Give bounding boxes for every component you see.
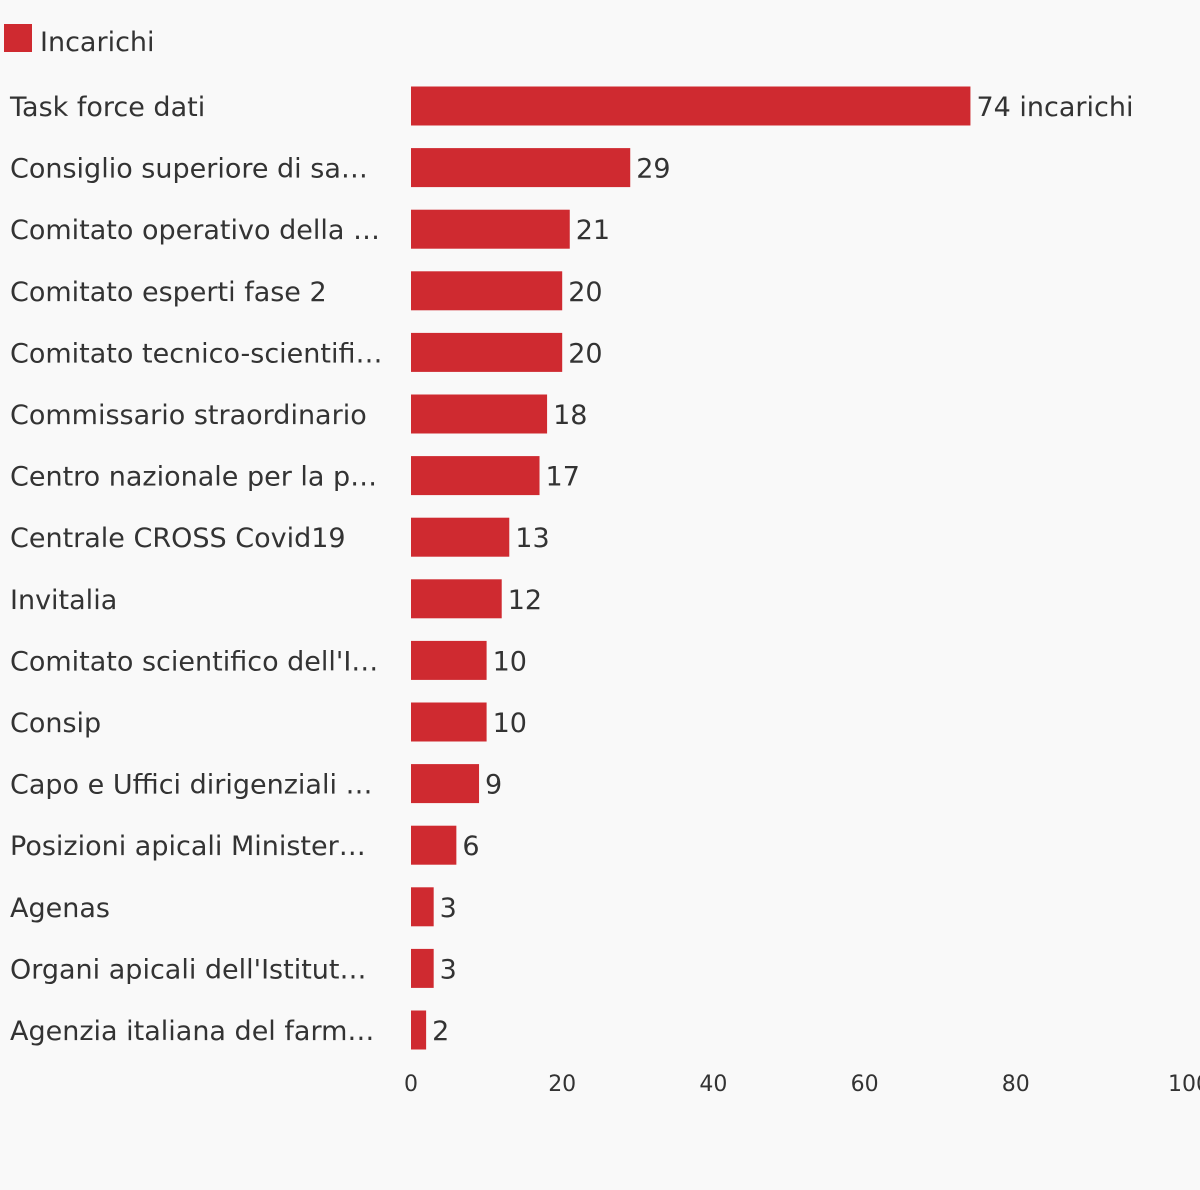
value-label: 29 xyxy=(636,154,670,185)
category-label: Organi apicali dell'Istitut… xyxy=(10,954,367,985)
bar[interactable] xyxy=(411,86,971,126)
category-label: Comitato scientifico dell'I… xyxy=(10,646,378,677)
bar[interactable] xyxy=(411,1010,427,1050)
legend-label: Incarichi xyxy=(40,27,155,58)
value-label: 20 xyxy=(568,338,602,369)
legend: Incarichi xyxy=(4,24,155,58)
category-label: Comitato tecnico-scientifi… xyxy=(10,338,383,369)
value-label: 20 xyxy=(568,277,602,308)
bar[interactable] xyxy=(411,271,563,311)
x-tick-label: 40 xyxy=(699,1072,727,1097)
value-label: 13 xyxy=(515,523,549,554)
value-label: 21 xyxy=(576,215,610,246)
bar[interactable] xyxy=(411,517,510,557)
legend-swatch xyxy=(4,24,32,52)
category-label: Invitalia xyxy=(10,585,117,616)
value-label: 10 xyxy=(493,646,527,677)
category-label: Comitato operativo della … xyxy=(10,215,380,246)
value-label: 10 xyxy=(493,708,527,739)
bar[interactable] xyxy=(411,825,457,865)
category-label: Comitato esperti fase 2 xyxy=(10,277,327,308)
x-tick-label: 100 xyxy=(1168,1072,1200,1097)
bar[interactable] xyxy=(411,640,487,680)
category-label: Agenas xyxy=(10,893,110,924)
category-label: Posizioni apicali Minister… xyxy=(10,831,366,862)
category-label: Agenzia italiana del farm… xyxy=(10,1016,374,1047)
category-label: Capo e Uffici dirigenziali … xyxy=(10,770,373,801)
x-axis: 0 20 40 60 80 100 xyxy=(404,1072,1200,1097)
x-tick-label: 0 xyxy=(404,1072,418,1097)
category-label: Consiglio superiore di sa… xyxy=(10,154,368,185)
value-label: 9 xyxy=(485,770,502,801)
value-label: 2 xyxy=(432,1016,449,1047)
bar[interactable] xyxy=(411,887,434,927)
bar[interactable] xyxy=(411,764,480,804)
bar[interactable] xyxy=(411,579,502,619)
category-label: Commissario straordinario xyxy=(10,400,367,431)
category-label: Centrale CROSS Covid19 xyxy=(10,523,346,554)
value-label: 3 xyxy=(440,954,457,985)
bar[interactable] xyxy=(411,456,540,496)
value-label: 12 xyxy=(508,585,542,616)
category-label: Consip xyxy=(10,708,101,739)
bar[interactable] xyxy=(411,148,631,188)
x-tick-label: 20 xyxy=(548,1072,576,1097)
value-label: 3 xyxy=(440,893,457,924)
bar[interactable] xyxy=(411,702,487,742)
x-tick-label: 60 xyxy=(851,1072,879,1097)
bar[interactable] xyxy=(411,948,434,988)
category-label: Centro nazionale per la p… xyxy=(10,462,377,493)
x-tick-label: 80 xyxy=(1002,1072,1030,1097)
value-label: 17 xyxy=(546,462,580,493)
value-label: 74 incarichi xyxy=(976,92,1133,123)
category-label: Task force dati xyxy=(9,92,205,123)
value-label: 6 xyxy=(462,831,479,862)
bar[interactable] xyxy=(411,394,548,434)
bar[interactable] xyxy=(411,332,563,372)
bar[interactable] xyxy=(411,209,570,249)
value-label: 18 xyxy=(553,400,587,431)
